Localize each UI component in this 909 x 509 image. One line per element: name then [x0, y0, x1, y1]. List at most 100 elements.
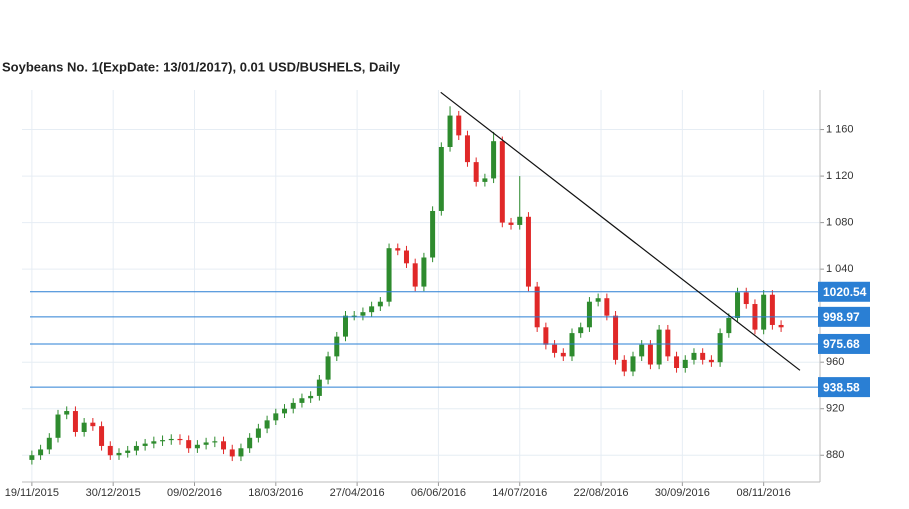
- candle-body: [508, 222, 514, 225]
- y-tick-label: 1 160: [826, 123, 854, 135]
- candle-body: [412, 263, 418, 287]
- x-tick-label: 30/12/2015: [86, 487, 141, 499]
- candle-body: [194, 444, 200, 449]
- candle-body: [482, 178, 488, 182]
- candle-body: [630, 356, 636, 372]
- candle-body: [81, 422, 87, 432]
- candle-body: [534, 286, 540, 328]
- candle-body: [342, 315, 348, 337]
- y-tick-label: 920: [826, 403, 844, 415]
- candle-body: [247, 437, 253, 449]
- candle-body: [517, 216, 523, 225]
- candle-body: [665, 329, 671, 357]
- x-tick-label: 22/08/2016: [574, 487, 629, 499]
- candle-body: [325, 356, 331, 380]
- x-tick-label: 08/11/2016: [737, 487, 791, 499]
- candle-body: [691, 352, 697, 360]
- candle-body: [761, 294, 767, 330]
- candle-body: [395, 248, 401, 251]
- x-tick-label: 18/03/2016: [248, 487, 303, 499]
- candle-body: [543, 327, 549, 345]
- candle-body: [221, 441, 227, 450]
- candle-body: [160, 440, 166, 442]
- candle-body: [613, 315, 619, 360]
- candle-body: [604, 298, 610, 316]
- candle-body: [107, 445, 113, 456]
- candle-body: [316, 379, 322, 396]
- candle-body: [595, 298, 601, 302]
- candle-body: [308, 395, 314, 399]
- candle-body: [525, 216, 531, 287]
- candle-body: [90, 422, 96, 427]
- candle-body: [743, 292, 749, 305]
- candle-body: [46, 437, 52, 450]
- y-tick-label: 960: [826, 356, 844, 368]
- candle-body: [99, 426, 105, 446]
- candle-body: [700, 352, 706, 360]
- candle-body: [456, 115, 462, 136]
- candle-body: [708, 359, 714, 363]
- candle-body: [464, 135, 470, 163]
- candle-body: [491, 141, 497, 179]
- y-tick-label: 1 080: [826, 217, 854, 229]
- candle-body: [360, 312, 366, 316]
- candle-body: [552, 344, 558, 353]
- candle-body: [377, 301, 383, 307]
- candle-body: [639, 344, 645, 357]
- trend-line: [440, 91, 801, 371]
- candle-body: [769, 294, 775, 325]
- candle-body: [438, 146, 444, 211]
- x-tick-label: 30/09/2016: [655, 487, 710, 499]
- candle-body: [447, 115, 453, 147]
- x-tick-label: 19/11/2015: [5, 487, 59, 499]
- candle-body: [142, 443, 148, 446]
- candle-body: [334, 336, 340, 357]
- candle-body: [133, 445, 139, 451]
- candle-body: [212, 441, 218, 443]
- candle-body: [55, 414, 61, 438]
- y-tick-label: 1 120: [826, 170, 854, 182]
- candle-body: [473, 162, 479, 182]
- level-label: 975.68: [823, 337, 860, 351]
- candle-body: [177, 438, 183, 441]
- candle-body: [264, 420, 270, 429]
- candle-body: [430, 210, 436, 258]
- candle-body: [621, 359, 627, 372]
- candle-body: [656, 329, 662, 365]
- candle-body: [682, 359, 688, 369]
- candle-body: [351, 315, 357, 317]
- candle-body: [116, 452, 122, 456]
- candle-body: [29, 455, 35, 460]
- candle-body: [282, 408, 288, 414]
- candle-body: [125, 450, 131, 453]
- candle-body: [717, 333, 723, 363]
- level-badge: [818, 377, 870, 398]
- level-label: 998.97: [823, 310, 860, 324]
- candle-body: [421, 257, 427, 287]
- level-label: 938.58: [823, 380, 860, 394]
- candle-body: [168, 438, 174, 441]
- y-tick-label: 880: [826, 449, 844, 461]
- x-tick-label: 27/04/2016: [330, 487, 385, 499]
- x-tick-label: 09/02/2016: [167, 487, 222, 499]
- candle-body: [273, 413, 279, 421]
- candle-body: [578, 327, 584, 334]
- candle-body: [64, 411, 70, 415]
- candle-body: [647, 344, 653, 365]
- candle-body: [560, 352, 566, 357]
- level-badge: [818, 333, 870, 354]
- candle-body: [299, 398, 305, 403]
- candle-body: [72, 411, 78, 432]
- candle-body: [290, 402, 296, 409]
- candle-body: [151, 441, 157, 444]
- candle-body: [186, 440, 192, 449]
- candle-body: [735, 292, 741, 318]
- candle-body: [386, 248, 392, 302]
- candle-body: [569, 333, 575, 357]
- candle-body: [778, 324, 784, 328]
- level-badge: [818, 281, 870, 302]
- x-tick-label: 06/06/2016: [411, 487, 466, 499]
- candle-body: [229, 449, 235, 457]
- candle-body: [369, 306, 375, 313]
